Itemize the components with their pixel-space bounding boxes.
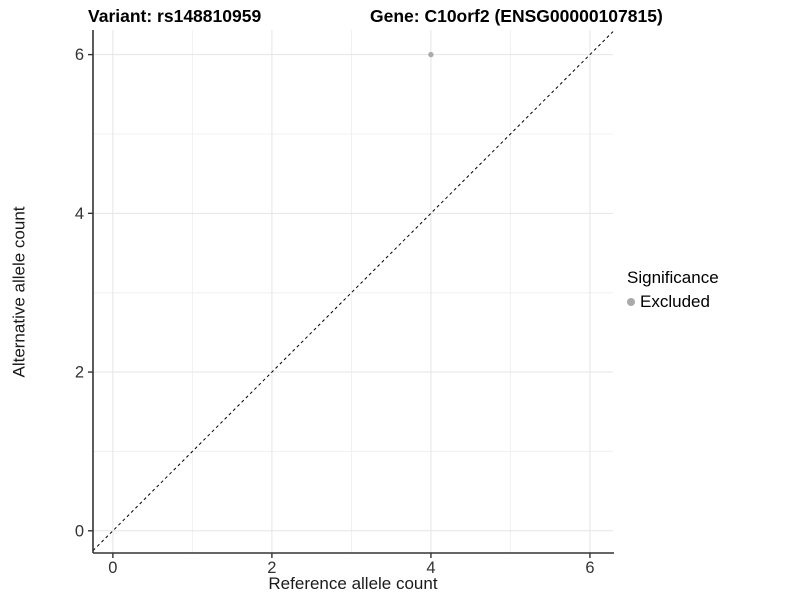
y-tick-label: 0 <box>75 522 84 540</box>
x-tick-label: 6 <box>585 559 594 577</box>
chart-title-gene: Gene: C10orf2 (ENSG00000107815) <box>370 6 663 26</box>
legend: Significance Excluded <box>627 268 719 312</box>
x-tick-label: 4 <box>426 559 435 577</box>
legend-title: Significance <box>627 268 719 287</box>
data-point <box>428 51 434 58</box>
legend-point-icon <box>627 298 635 306</box>
legend-item-excluded: Excluded <box>627 292 719 312</box>
y-tick-label: 4 <box>75 205 84 223</box>
y-tick-label: 6 <box>75 46 84 64</box>
y-tick-label: 2 <box>75 364 84 382</box>
identity-reference-line <box>92 31 614 551</box>
x-tick-label: 2 <box>267 559 276 577</box>
chart-title-variant: Variant: rs148810959 <box>88 6 262 26</box>
y-axis-label: Alternative allele count <box>10 205 30 378</box>
y-axis-label-container: Alternative allele count <box>2 30 38 553</box>
x-tick-label: 0 <box>108 559 117 577</box>
x-axis-label: Reference allele count <box>268 574 438 593</box>
legend-item-label: Excluded <box>640 292 710 311</box>
